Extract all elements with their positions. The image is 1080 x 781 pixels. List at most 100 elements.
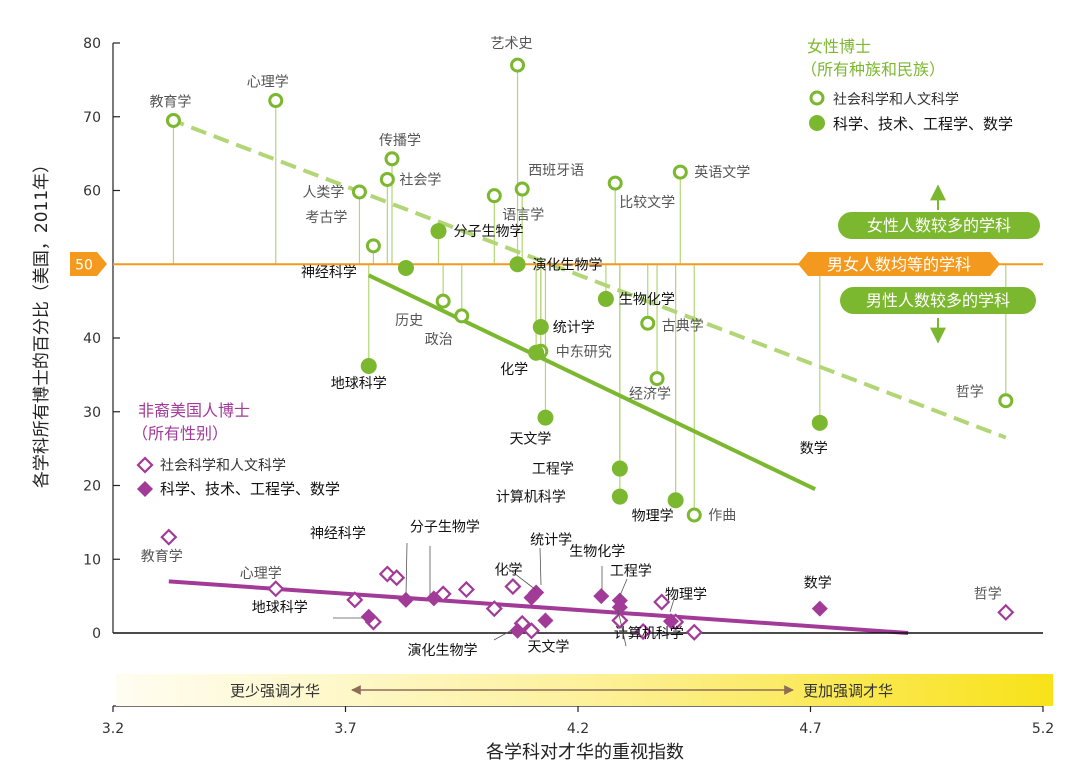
data-point-统计学 — [532, 318, 549, 335]
brilliance-left-text: 更少强调才华 — [230, 682, 320, 700]
x-tick-label: 3.7 — [334, 721, 356, 737]
leader-line — [669, 595, 676, 613]
legend-women-hollow-marker — [809, 90, 825, 106]
point-label: 神经科学 — [310, 526, 366, 542]
y-tick-label: 20 — [83, 479, 101, 495]
point-label: 社会学 — [399, 172, 441, 188]
point-label: 天文学 — [527, 639, 569, 655]
point-label: 地球科学 — [331, 376, 387, 392]
y-tick-label: 60 — [83, 184, 101, 200]
brilliance-right-text: 更加强调才华 — [803, 682, 893, 700]
data-point-社会学 — [379, 171, 395, 187]
point-label: 计算机科学 — [614, 626, 684, 642]
data-point-经济学 — [649, 371, 665, 387]
x-tick-label: 5.2 — [1032, 721, 1054, 737]
data-point-心理学 — [268, 93, 284, 109]
point-label: 哲学 — [956, 385, 984, 401]
point-label: 统计学 — [553, 320, 595, 336]
y-tick-label: 70 — [83, 110, 101, 126]
point-label: 神经科学 — [301, 265, 357, 281]
point-label: 心理学 — [247, 75, 289, 91]
data-point — [388, 569, 406, 587]
legend-aa-solid-marker — [137, 481, 153, 497]
data-point — [653, 593, 671, 611]
data-point-艺术史 — [510, 57, 526, 73]
data-point-物理学 — [663, 613, 679, 630]
y-tick-label: 30 — [83, 405, 101, 421]
data-point-工程学 — [611, 460, 628, 477]
leader-line — [618, 578, 628, 599]
legend-aa-solid-label: 科学、技术、工程学、数学 — [160, 480, 340, 498]
data-point-考古学 — [365, 238, 381, 254]
data-point — [457, 580, 475, 599]
leader-line — [405, 542, 408, 596]
parity-tag — [70, 252, 107, 276]
point-label: 物理学 — [665, 587, 707, 603]
data-point-哲学 — [998, 393, 1014, 409]
more-men-text: 男性人数较多的学科 — [866, 291, 1010, 310]
legend-aa-title: 非裔美国人博士 — [138, 401, 250, 420]
point-label: 分子生物学 — [454, 224, 524, 240]
more-women-text: 女性人数较多的学科 — [867, 216, 1011, 235]
data-point-数学 — [811, 414, 828, 431]
point-label: 分子生物学 — [410, 519, 480, 535]
point-label: 英语文学 — [694, 164, 750, 181]
trend-lines-layer — [168, 117, 1007, 635]
data-point — [685, 623, 703, 641]
leader-line — [505, 566, 537, 591]
data-point — [522, 622, 541, 640]
y-tick-label: 0 — [92, 626, 101, 642]
legend-aa-hollow-label: 社会科学和人文科学 — [160, 458, 286, 474]
data-point-地球科学 — [360, 608, 377, 625]
data-point-英语文学 — [672, 164, 688, 180]
point-label: 计算机科学 — [496, 490, 566, 506]
data-point-古典学 — [640, 315, 656, 331]
data-point-传播学 — [384, 151, 400, 167]
data-point-生物化学 — [593, 588, 610, 605]
data-point-历史 — [435, 293, 451, 309]
point-label: 哲学 — [974, 586, 1002, 602]
y-tick-label: 80 — [83, 36, 101, 52]
point-label: 工程学 — [532, 462, 574, 478]
x-tick-label: 4.7 — [799, 721, 821, 737]
point-label: 艺术史 — [491, 36, 533, 52]
data-point-演化生物学 — [509, 622, 526, 639]
data-point-计算机科学 — [611, 488, 628, 505]
x-tick-label: 3.2 — [102, 721, 124, 737]
data-point — [611, 611, 629, 630]
data-point-化学 — [528, 344, 545, 361]
legend-women-solid-label: 科学、技术、工程学、数学 — [833, 115, 1013, 133]
point-label: 传播学 — [379, 133, 421, 149]
point-label: 统计学 — [530, 532, 572, 548]
data-point-统计学 — [528, 584, 545, 601]
point-label: 经济学 — [629, 387, 671, 403]
legend-aa-subtitle: （所有性别） — [132, 424, 228, 443]
data-point-比较文学 — [607, 175, 623, 191]
trend-line — [168, 117, 1007, 440]
point-label: 作曲 — [708, 508, 736, 524]
data-point-人类学 — [351, 184, 367, 200]
y-tick-label: 10 — [83, 552, 101, 568]
x-ticks: 3.2 3.7 4.2 4.7 5.2 — [102, 706, 1054, 737]
data-point — [485, 600, 503, 618]
data-point-天文学 — [537, 409, 554, 426]
legend-women-hollow-label: 社会科学和人文科学 — [833, 92, 959, 108]
data-point — [346, 591, 364, 609]
legend-women-subtitle: （所有种族和民族） — [801, 60, 945, 79]
trend-line — [367, 273, 817, 491]
point-label: 考古学 — [305, 210, 347, 226]
data-point-神经科学 — [397, 259, 414, 276]
stems-layer — [172, 65, 1007, 515]
point-label: 演化生物学 — [533, 257, 603, 273]
point-label: 古典学 — [662, 318, 704, 334]
data-point-西班牙语 — [514, 181, 530, 197]
data-point-分子生物学 — [430, 223, 447, 240]
point-label: 历史 — [395, 313, 423, 329]
point-label: 化学 — [500, 362, 528, 378]
legend-women-solid-marker — [809, 115, 825, 131]
data-point-教育学 — [160, 528, 178, 546]
point-label: 心理学 — [240, 566, 282, 582]
leader-line — [493, 629, 513, 641]
point-label: 演化生物学 — [408, 643, 478, 659]
